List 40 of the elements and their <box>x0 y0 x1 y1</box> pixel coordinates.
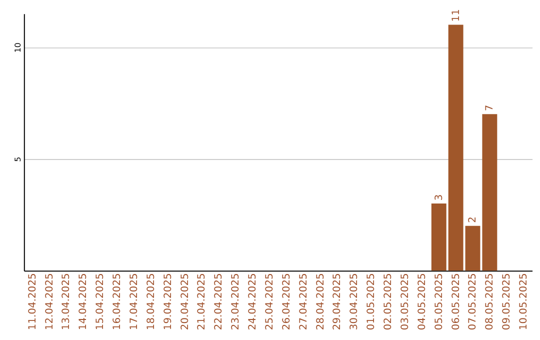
x-tick-label: 26.04.2025 <box>281 273 292 330</box>
x-tick-label: 06.05.2025 <box>450 273 462 330</box>
y-tick-label: 10 <box>13 42 22 53</box>
y-tick-label: 5 <box>13 156 22 162</box>
x-tick-label: 14.04.2025 <box>78 273 90 330</box>
x-tick-label: 28.04.2025 <box>315 273 326 330</box>
data-label: 2 <box>468 216 479 223</box>
x-tick-label: 23.04.2025 <box>230 273 242 330</box>
x-tick-label: 12.04.2025 <box>44 273 56 330</box>
x-tick-label: 27.04.2025 <box>298 273 310 330</box>
x-tick-label: 17.04.2025 <box>128 273 140 330</box>
data-label: 7 <box>484 104 496 112</box>
bar <box>465 226 480 271</box>
x-tick-label: 18.04.2025 <box>146 273 157 330</box>
x-tick-label: 05.05.2025 <box>434 273 445 330</box>
bar <box>448 24 464 271</box>
x-tick-label: 15.04.2025 <box>95 273 106 330</box>
x-tick-label: 20.04.2025 <box>180 273 191 330</box>
x-tick-label: 03.05.2025 <box>400 273 411 330</box>
x-tick-label: 19.04.2025 <box>162 273 174 330</box>
x-tick-label: 08.05.2025 <box>484 273 496 330</box>
x-tick-label: 21.04.2025 <box>196 273 208 330</box>
x-tick-label: 11.04.2025 <box>27 273 38 330</box>
x-tick-label: 29.04.2025 <box>332 273 344 330</box>
x-tick-label: 04.05.2025 <box>416 273 428 330</box>
bar <box>482 114 498 271</box>
x-tick-label: 25.04.2025 <box>264 273 276 330</box>
data-label: 11 <box>450 9 462 22</box>
x-tick-label: 10.05.2025 <box>518 273 530 330</box>
x-tick-label: 01.05.2025 <box>366 273 378 330</box>
x-tick-label: 07.05.2025 <box>468 273 479 330</box>
x-tick-label: 16.04.2025 <box>112 273 124 330</box>
x-tick-label: 13.04.2025 <box>61 273 72 330</box>
x-tick-label: 02.05.2025 <box>383 273 394 330</box>
x-tick-label: 30.04.2025 <box>349 273 360 330</box>
x-tick-label: 24.04.2025 <box>248 273 259 330</box>
data-label: 3 <box>434 194 445 201</box>
x-tick-label: 22.04.2025 <box>214 273 225 330</box>
bar <box>431 204 446 271</box>
x-tick-label: 09.05.2025 <box>502 273 513 330</box>
